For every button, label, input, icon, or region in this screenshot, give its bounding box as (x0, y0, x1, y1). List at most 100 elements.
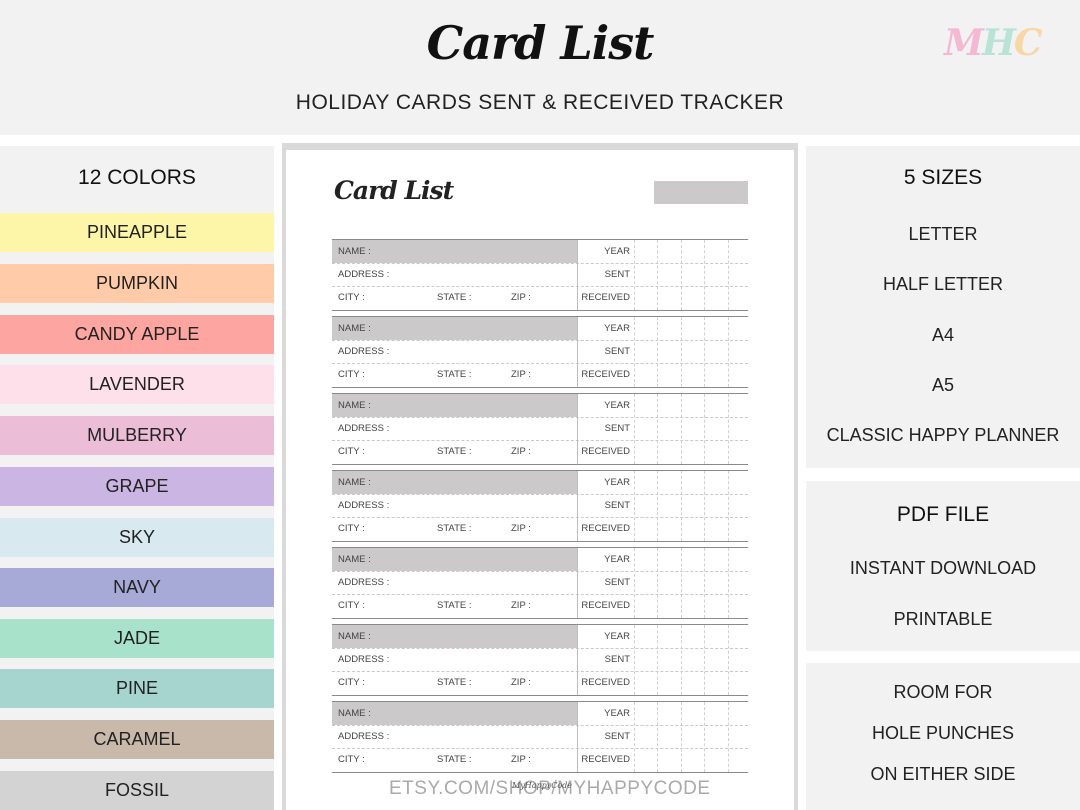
address-label: ADDRESS : (338, 731, 390, 742)
color-swatch-label: GRAPE (105, 476, 169, 496)
holes-line: ON EITHER SIDE (870, 764, 1016, 784)
entry-bottom-rule (332, 541, 748, 542)
city-label: CITY : (338, 369, 365, 380)
row-divider (332, 648, 748, 649)
name-label: NAME : (338, 477, 371, 488)
tracker-column-line (681, 471, 682, 541)
color-swatch: PINE (0, 669, 274, 708)
entry-bottom-rule (332, 310, 748, 311)
color-swatch-label: CARAMEL (93, 729, 181, 749)
entry-bottom-rule (332, 387, 748, 388)
city-label: CITY : (338, 754, 365, 765)
tracker-column-line (681, 317, 682, 387)
tracker-column-line (634, 394, 635, 464)
color-swatch-label: NAVY (113, 577, 161, 597)
zip-label: ZIP : (511, 523, 531, 534)
tracker-column-line (704, 702, 705, 772)
received-label: RECEIVED (581, 292, 630, 303)
color-swatch-label: PUMPKIN (95, 273, 178, 293)
city-label: CITY : (338, 292, 365, 303)
size-item: HALF LETTER (882, 274, 1004, 294)
name-shading (332, 625, 577, 648)
zip-label: ZIP : (511, 600, 531, 611)
row-divider (332, 340, 748, 341)
document-title: Card List (334, 176, 454, 205)
year-label: YEAR (604, 631, 630, 642)
color-swatch: PUMPKIN (0, 264, 274, 303)
column-separator (577, 702, 578, 772)
tracker-column-line (657, 240, 658, 310)
column-separator (577, 240, 578, 310)
name-label: NAME : (338, 708, 371, 719)
tracker-column-line (681, 625, 682, 695)
color-swatch-label: PINE (115, 678, 158, 698)
received-label: RECEIVED (581, 523, 630, 534)
page-title: Card List (426, 16, 655, 70)
column-separator (577, 471, 578, 541)
state-label: STATE : (437, 677, 472, 688)
state-label: STATE : (437, 292, 472, 303)
address-label: ADDRESS : (338, 346, 390, 357)
city-label: CITY : (338, 677, 365, 688)
row-divider (332, 440, 748, 441)
tracker-column-line (657, 625, 658, 695)
year-header-box (654, 181, 748, 204)
color-swatch: NAVY (0, 568, 274, 607)
name-shading (332, 471, 577, 494)
card-entry: NAME : ADDRESS : CITY : STATE : ZIP : YEAR SEN… (332, 624, 748, 696)
card-entry: NAME : ADDRESS : CITY : STATE : ZIP : YEAR SEN… (332, 470, 748, 542)
tracker-column-line (681, 702, 682, 772)
sent-label: SENT (604, 577, 630, 588)
address-label: ADDRESS : (338, 577, 390, 588)
name-label: NAME : (338, 554, 371, 565)
sizes-panel (806, 146, 1080, 468)
sent-label: SENT (604, 423, 630, 434)
row-divider (332, 594, 748, 595)
entry-bottom-rule (332, 464, 748, 465)
card-entry: NAME : ADDRESS : CITY : STATE : ZIP : YEAR SEN… (332, 316, 748, 388)
year-label: YEAR (604, 708, 630, 719)
zip-label: ZIP : (511, 369, 531, 380)
card-entry: NAME : ADDRESS : CITY : STATE : ZIP : YEAR SEN… (332, 393, 748, 465)
row-divider (332, 286, 748, 287)
color-swatch-label: MULBERRY (87, 425, 187, 445)
tracker-column-line (657, 471, 658, 541)
name-shading (332, 317, 577, 340)
column-separator (577, 548, 578, 618)
size-item: CLASSIC HAPPY PLANNER (826, 425, 1060, 445)
tracker-column-line (728, 471, 729, 541)
tracker-column-line (704, 240, 705, 310)
page-subtitle: HOLIDAY CARDS SENT & RECEIVED TRACKER (295, 91, 785, 114)
name-label: NAME : (338, 400, 371, 411)
sent-label: SENT (604, 500, 630, 511)
received-label: RECEIVED (581, 446, 630, 457)
header-banner (0, 0, 1080, 135)
tracker-column-line (728, 625, 729, 695)
address-label: ADDRESS : (338, 423, 390, 434)
address-label: ADDRESS : (338, 654, 390, 665)
row-divider (332, 417, 748, 418)
color-swatch: SKY (0, 518, 274, 557)
received-label: RECEIVED (581, 754, 630, 765)
year-label: YEAR (604, 400, 630, 411)
tracker-column-line (681, 240, 682, 310)
holes-line: ROOM FOR (893, 682, 993, 702)
tracker-column-line (657, 394, 658, 464)
tracker-column-line (634, 702, 635, 772)
entry-top-rule (332, 701, 748, 702)
sizes-heading: 5 SIZES (903, 166, 983, 189)
color-swatch: FOSSIL (0, 771, 274, 810)
column-separator (577, 317, 578, 387)
color-swatch: LAVENDER (0, 365, 274, 404)
city-label: CITY : (338, 600, 365, 611)
entry-top-rule (332, 470, 748, 471)
zip-label: ZIP : (511, 446, 531, 457)
color-swatch: CARAMEL (0, 720, 274, 759)
color-swatch-label: PINEAPPLE (86, 222, 188, 242)
sent-label: SENT (604, 654, 630, 665)
tracker-column-line (704, 471, 705, 541)
tracker-column-line (728, 702, 729, 772)
file-item: PRINTABLE (893, 609, 993, 629)
received-label: RECEIVED (581, 600, 630, 611)
tracker-column-line (634, 317, 635, 387)
